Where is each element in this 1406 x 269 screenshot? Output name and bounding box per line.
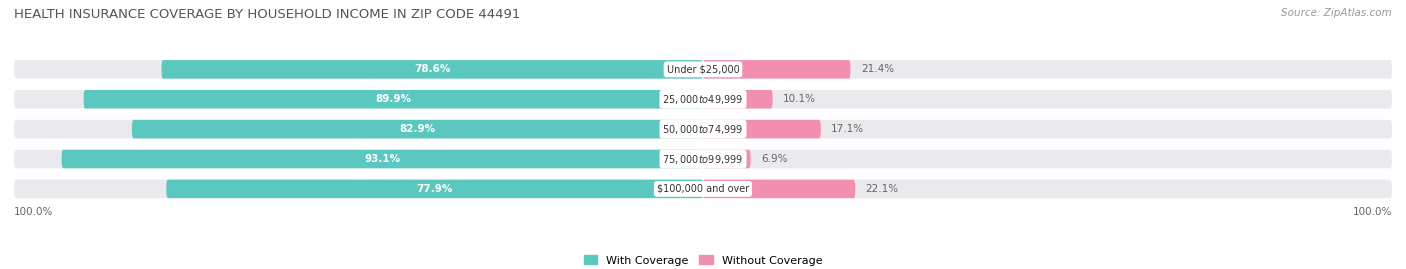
Text: 10.1%: 10.1% [783,94,815,104]
FancyBboxPatch shape [14,180,1392,198]
Text: 82.9%: 82.9% [399,124,436,134]
Text: 77.9%: 77.9% [416,184,453,194]
Text: Source: ZipAtlas.com: Source: ZipAtlas.com [1281,8,1392,18]
FancyBboxPatch shape [62,150,703,168]
FancyBboxPatch shape [703,90,772,108]
Text: 100.0%: 100.0% [14,207,53,217]
FancyBboxPatch shape [83,90,703,108]
Text: 78.6%: 78.6% [413,64,450,74]
Text: 22.1%: 22.1% [866,184,898,194]
FancyBboxPatch shape [166,180,703,198]
FancyBboxPatch shape [14,150,1392,168]
FancyBboxPatch shape [132,120,703,138]
Text: 17.1%: 17.1% [831,124,865,134]
Text: HEALTH INSURANCE COVERAGE BY HOUSEHOLD INCOME IN ZIP CODE 44491: HEALTH INSURANCE COVERAGE BY HOUSEHOLD I… [14,8,520,21]
Text: $100,000 and over: $100,000 and over [657,184,749,194]
FancyBboxPatch shape [14,60,1392,79]
Text: $50,000 to $74,999: $50,000 to $74,999 [662,123,744,136]
Text: 100.0%: 100.0% [1353,207,1392,217]
FancyBboxPatch shape [14,90,1392,108]
Text: 6.9%: 6.9% [761,154,787,164]
Text: Under $25,000: Under $25,000 [666,64,740,74]
Text: 89.9%: 89.9% [375,94,412,104]
FancyBboxPatch shape [703,180,855,198]
Legend: With Coverage, Without Coverage: With Coverage, Without Coverage [583,255,823,266]
Text: 21.4%: 21.4% [860,64,894,74]
Text: $75,000 to $99,999: $75,000 to $99,999 [662,153,744,165]
FancyBboxPatch shape [14,120,1392,138]
Text: $25,000 to $49,999: $25,000 to $49,999 [662,93,744,106]
FancyBboxPatch shape [703,120,821,138]
FancyBboxPatch shape [703,60,851,79]
FancyBboxPatch shape [162,60,703,79]
FancyBboxPatch shape [703,150,751,168]
Text: 93.1%: 93.1% [364,154,401,164]
